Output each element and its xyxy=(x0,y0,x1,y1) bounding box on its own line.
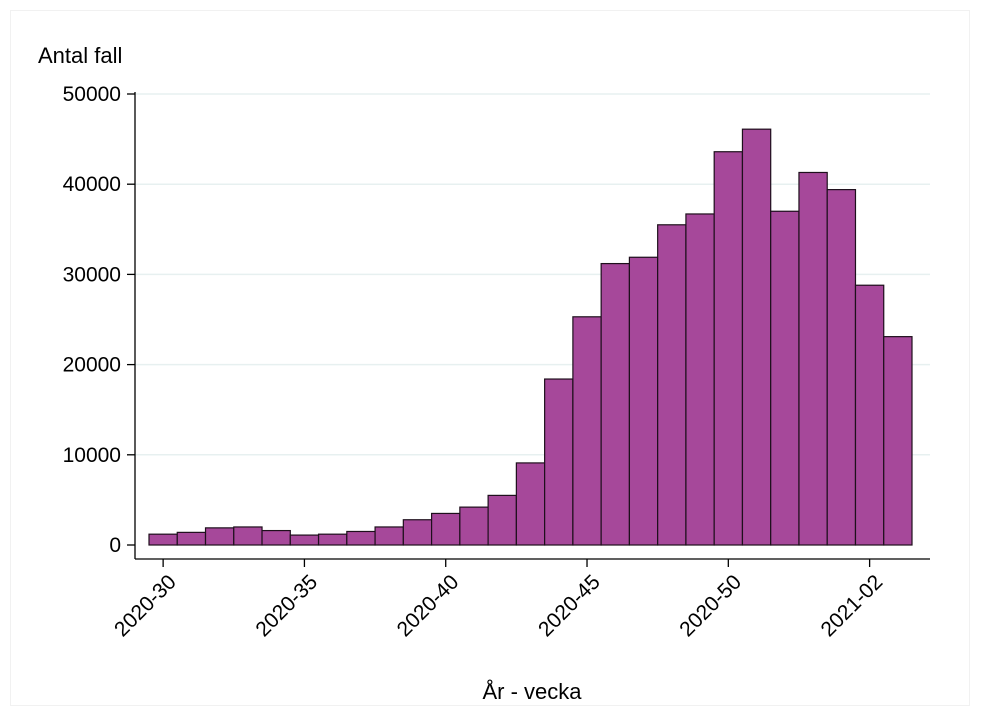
bar xyxy=(544,378,574,546)
bar xyxy=(430,512,461,546)
bar xyxy=(741,128,772,546)
y-tick-label: 50000 xyxy=(63,83,121,106)
bar xyxy=(883,336,913,546)
x-tick-label: 2020-45 xyxy=(534,570,605,641)
bar xyxy=(685,213,715,546)
axes xyxy=(134,92,930,560)
bar xyxy=(317,533,348,546)
y-tick-label: 0 xyxy=(109,534,121,557)
y-tick-label: 30000 xyxy=(63,263,121,286)
bar xyxy=(148,533,178,546)
bar xyxy=(600,262,631,546)
bar xyxy=(459,506,489,546)
bar xyxy=(233,526,263,546)
y-tick-label: 20000 xyxy=(63,354,121,377)
bar xyxy=(261,529,291,546)
x-axis-label: År - vecka xyxy=(482,679,582,704)
bar xyxy=(402,519,433,546)
x-tick-label: 2020-50 xyxy=(675,570,746,641)
bar xyxy=(487,494,517,546)
bar xyxy=(515,462,546,546)
y-ticks: 0 10000 20000 30000 40000 50000 xyxy=(63,83,135,557)
y-axis-label: Antal fall xyxy=(38,43,122,68)
bar xyxy=(374,526,404,546)
x-tick-label: 2020-40 xyxy=(393,570,464,641)
x-tick-label: 2020-30 xyxy=(110,570,181,641)
bar xyxy=(204,527,235,546)
bar xyxy=(176,531,207,546)
y-tick-label: 40000 xyxy=(63,173,121,196)
bars xyxy=(148,128,913,546)
bar xyxy=(854,284,885,546)
x-tick-label: 2021-02 xyxy=(817,570,888,641)
bar xyxy=(289,534,320,546)
bar xyxy=(628,256,659,546)
bar xyxy=(713,151,744,546)
y-tick-label: 10000 xyxy=(63,444,121,467)
bar xyxy=(770,210,800,546)
x-tick-label: 2020-35 xyxy=(251,570,322,641)
bar xyxy=(657,224,687,546)
x-ticks: 2020-30 2020-35 2020-40 2020-45 2020-50 2021-… xyxy=(110,559,887,641)
bar xyxy=(572,316,602,546)
bar xyxy=(826,189,857,546)
bar xyxy=(346,530,376,546)
bar xyxy=(798,171,828,546)
